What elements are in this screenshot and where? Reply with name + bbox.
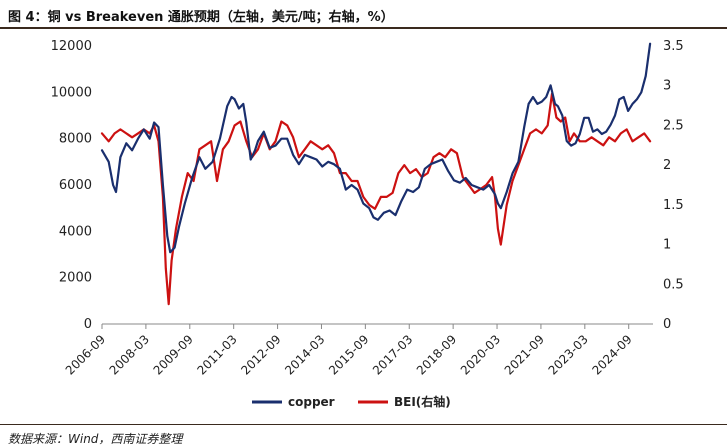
series-lines — [100, 42, 652, 306]
bei-series-line — [100, 92, 652, 306]
x-tick-label: 2012-09 — [238, 332, 283, 377]
x-tick-label: 2020-03 — [458, 332, 503, 377]
legend-bei-label: BEI(右轴) — [394, 394, 451, 409]
x-tick-label: 2014-03 — [282, 332, 327, 377]
left-tick-label: 4000 — [59, 224, 92, 239]
x-tick-label: 2015-09 — [326, 332, 371, 377]
x-axis-ticks: 2006-092008-032009-092011-032012-092014-… — [63, 324, 635, 378]
left-tick-label: 8000 — [59, 132, 92, 147]
left-tick-label: 2000 — [59, 271, 92, 286]
plot-area: 0 2000 4000 6000 8000 10000 12000 0 0.5 1 1.5 2 2.5… — [51, 39, 684, 378]
right-tick-label: 3.5 — [663, 39, 684, 54]
title-divider — [0, 27, 727, 29]
left-tick-label: 0 — [84, 317, 92, 332]
right-tick-label: 2.5 — [663, 118, 684, 133]
x-tick-label: 2021-09 — [502, 332, 547, 377]
source-note: 数据来源：Wind，西南证券整理 — [8, 432, 183, 446]
right-tick-label: 0.5 — [663, 277, 684, 292]
right-tick-label: 0 — [663, 317, 671, 332]
x-tick-label: 2018-09 — [414, 332, 459, 377]
x-tick-label: 2011-03 — [194, 332, 239, 377]
x-tick-label: 2024-09 — [589, 332, 634, 377]
right-tick-label: 1 — [663, 238, 671, 253]
right-axis-ticks: 0 0.5 1 1.5 2 2.5 3 3.5 — [663, 39, 684, 332]
right-tick-label: 3 — [663, 79, 671, 94]
x-tick-label: 2008-03 — [107, 332, 152, 377]
x-tick-label: 2009-09 — [151, 332, 196, 377]
left-tick-label: 6000 — [59, 178, 92, 193]
footer-divider — [0, 424, 727, 425]
x-tick-label: 2006-09 — [63, 332, 108, 377]
x-tick-label: 2023-03 — [546, 332, 591, 377]
figure-title: 图 4：铜 vs Breakeven 通胀预期（左轴，美元/吨；右轴，%） — [8, 10, 394, 25]
legend: copper BEI(右轴) — [252, 394, 451, 409]
legend-copper-label: copper — [288, 395, 335, 409]
chart: 0 2000 4000 6000 8000 10000 12000 0 0.5 1 1.5 2 2.5… — [51, 39, 684, 409]
left-tick-label: 12000 — [51, 39, 92, 54]
right-tick-label: 1.5 — [663, 198, 684, 213]
right-tick-label: 2 — [663, 158, 671, 173]
x-tick-label: 2017-03 — [370, 332, 415, 377]
copper-series-line — [100, 42, 652, 254]
left-tick-label: 10000 — [51, 85, 92, 100]
left-axis-ticks: 0 2000 4000 6000 8000 10000 12000 — [51, 39, 92, 332]
